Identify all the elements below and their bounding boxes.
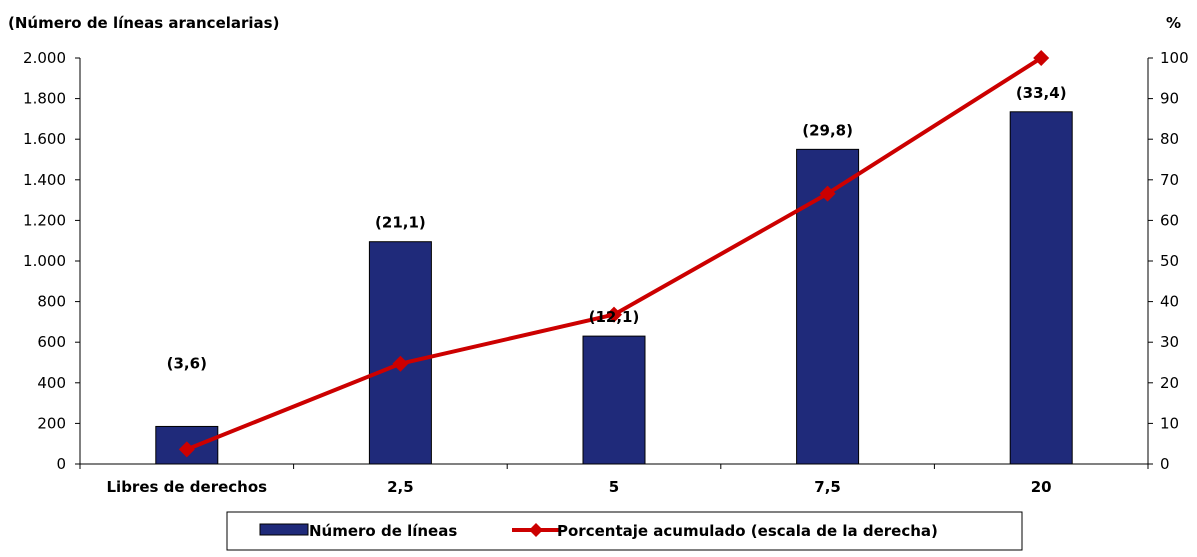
legend-line-label: Porcentaje acumulado (escala de la derec… — [557, 522, 938, 540]
legend-box — [226, 511, 1023, 551]
x-category-label: Libres de derechos — [107, 478, 268, 496]
y-left-tick-label: 800 — [37, 293, 66, 311]
legend: Número de líneas Porcentaje acumulado (e… — [226, 511, 1023, 551]
y-right-tick-label: 0 — [1160, 455, 1170, 473]
line-marker — [1033, 50, 1050, 66]
y-left-tick-label: 1.800 — [23, 90, 66, 108]
y-right-tick-label: 60 — [1160, 211, 1179, 229]
y-left-tick-label: 1.400 — [23, 171, 66, 189]
y-right-tick-label: 50 — [1160, 252, 1179, 270]
bar-data-label: (29,8) — [802, 121, 853, 139]
y-right-tick-label: 80 — [1160, 130, 1179, 148]
line-marker — [178, 441, 195, 458]
y-left-tick-label: 600 — [37, 333, 66, 351]
bars — [155, 111, 1073, 465]
y-right-tick-label: 90 — [1160, 90, 1179, 108]
x-category-label: 20 — [1031, 478, 1052, 496]
line-marker — [819, 185, 836, 202]
y-left-axis-label: (Número de líneas arancelarias) — [8, 14, 279, 32]
y-left-tick-label: 400 — [37, 374, 66, 392]
y-left-tick-label: 0 — [56, 455, 66, 473]
x-category-label: 7,5 — [814, 478, 841, 496]
y-right-tick-label: 20 — [1160, 374, 1179, 392]
y-right-tick-label: 100 — [1160, 49, 1189, 67]
bar — [796, 148, 860, 465]
line-marker — [606, 306, 622, 323]
x-category-label: 2,5 — [387, 478, 414, 496]
bar — [1009, 111, 1073, 465]
y-right-axis-label: % — [1166, 14, 1181, 32]
y-left-tick-label: 1.000 — [23, 252, 66, 270]
bar-data-label: (33,4) — [1016, 84, 1067, 102]
data-labels: (3,6) (21,1) (12,1) (29,8) (33,4) — [167, 84, 1067, 373]
y-left-tick-label: 200 — [37, 414, 66, 432]
x-category-label: 5 — [609, 478, 619, 496]
bar — [368, 241, 432, 465]
y-left-tick-label: 2.000 — [23, 49, 66, 67]
bar — [582, 335, 646, 465]
cumulative-line — [178, 50, 1050, 458]
y-right-tick-label: 10 — [1160, 414, 1179, 432]
legend-bar-swatch — [259, 523, 309, 536]
legend-line-marker — [529, 523, 543, 537]
axes: 02004006008001.0001.2001.4001.6001.8002.… — [23, 49, 1189, 496]
y-right-tick-label: 70 — [1160, 171, 1179, 189]
bar-data-label: (12,1) — [589, 308, 640, 326]
y-left-tick-label: 1.600 — [23, 130, 66, 148]
bar-data-label: (3,6) — [167, 354, 207, 372]
legend-bar-label: Número de líneas — [309, 522, 457, 540]
y-right-tick-label: 30 — [1160, 333, 1179, 351]
line-marker — [392, 355, 409, 372]
bar-data-label: (21,1) — [375, 214, 426, 232]
y-right-tick-label: 40 — [1160, 293, 1179, 311]
y-left-tick-label: 1.200 — [23, 211, 66, 229]
